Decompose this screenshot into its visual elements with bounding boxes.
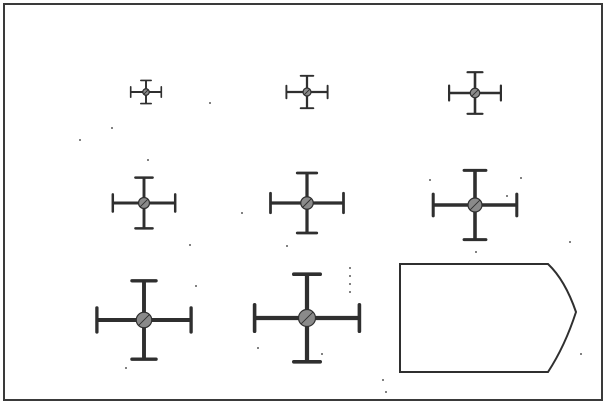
paper-speck <box>385 391 387 393</box>
cross-size-1 <box>129 79 163 105</box>
paper-speck <box>241 212 243 214</box>
cross-hub-hatch <box>302 198 312 208</box>
paper-speck <box>349 283 351 285</box>
cross-hub-hatch <box>139 198 149 208</box>
paper-speck <box>209 102 211 104</box>
cross-size-3 <box>447 71 503 115</box>
paper-speck <box>189 244 191 246</box>
cross-hub-hatch <box>303 88 311 96</box>
cross-hub-hatch <box>469 199 481 211</box>
paper-speck <box>286 245 288 247</box>
paper-speck <box>147 159 149 161</box>
paper-speck <box>520 177 522 179</box>
paper-speck <box>257 347 259 349</box>
paper-speck <box>580 353 582 355</box>
cross-size-4 <box>111 176 177 230</box>
cross-size-7 <box>95 279 193 361</box>
cross-hub-hatch <box>138 314 150 326</box>
cross-hub-hatch <box>143 89 149 95</box>
paper-speck <box>125 367 127 369</box>
paper-speck <box>349 291 351 293</box>
paper-speck <box>569 241 571 243</box>
paper-specks <box>79 102 582 393</box>
paper-speck <box>79 139 81 141</box>
cross-size-8 <box>252 272 362 364</box>
paper-speck <box>506 195 508 197</box>
paper-speck <box>111 127 113 129</box>
paper-speck <box>195 285 197 287</box>
cross-size-2 <box>285 74 329 110</box>
paper-speck <box>382 379 384 381</box>
paper-speck <box>429 179 431 181</box>
paper-speck <box>475 251 477 253</box>
cross-hub-hatch <box>300 311 314 325</box>
cross-size-6 <box>431 168 519 242</box>
arrow-pentagon-shape <box>399 263 578 373</box>
crosses-group <box>95 71 519 364</box>
cross-size-5 <box>269 171 345 235</box>
paper-speck <box>321 353 323 355</box>
cross-hub-hatch <box>471 89 479 97</box>
paper-speck <box>349 267 351 269</box>
paper-speck <box>349 275 351 277</box>
